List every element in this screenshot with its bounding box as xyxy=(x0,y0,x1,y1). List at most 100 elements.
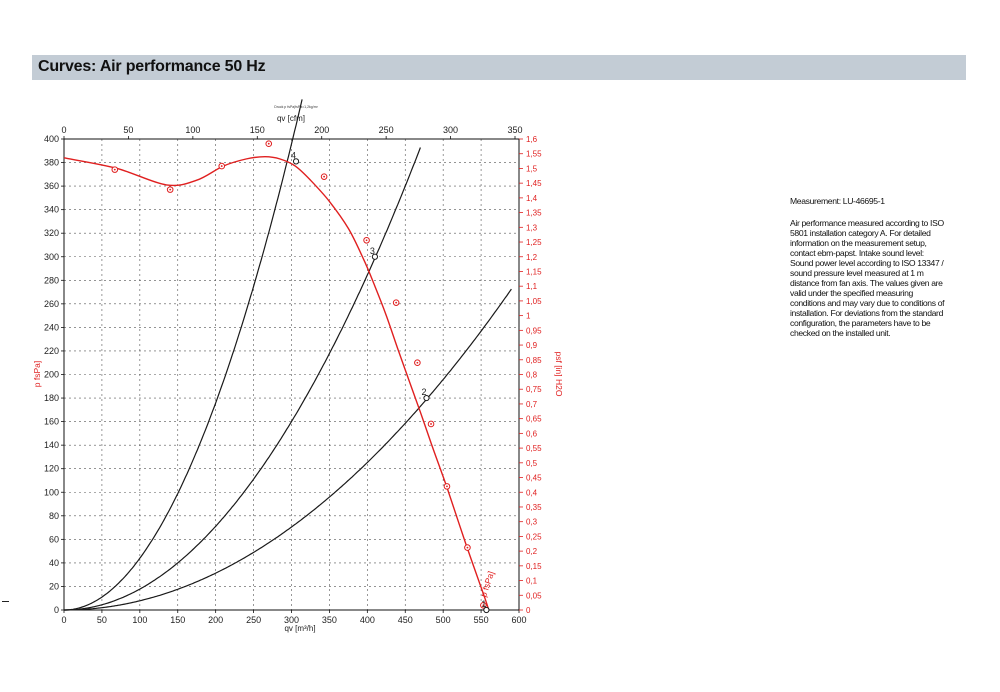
x-top-tick-label: 250 xyxy=(379,125,394,135)
measurement-id: Measurement: LU-46695-1 xyxy=(790,196,885,206)
operating-point-label: 1 xyxy=(481,599,486,609)
y-left-tick-label: 240 xyxy=(44,322,59,332)
x-bottom-tick-label: 150 xyxy=(170,615,185,625)
x-bottom-tick-label: 600 xyxy=(511,615,526,625)
operating-point xyxy=(292,158,300,165)
y-left-tick-label: 120 xyxy=(44,464,59,474)
x-top-tick-label: 300 xyxy=(443,125,458,135)
y-right-tick-label: 1 xyxy=(526,312,531,321)
y-right-tick-label: 0,65 xyxy=(526,415,542,424)
description-line: Sound power level according to ISO 13347… xyxy=(790,258,944,268)
x-top-tick-label: 350 xyxy=(507,125,522,135)
x-bottom-tick-label: 400 xyxy=(360,615,375,625)
y-right-tick-label: 0,15 xyxy=(526,562,542,571)
measurement-description: Air performance measured according to IS… xyxy=(790,218,968,338)
y-right-tick-label: 0,05 xyxy=(526,591,542,600)
description-line: Air performance measured according to IS… xyxy=(790,218,944,228)
measured-point-center xyxy=(466,546,469,549)
y-right-tick-label: 0,45 xyxy=(526,474,542,483)
y-left-tick-label: 140 xyxy=(44,440,59,450)
description-line: checked on the installed unit. xyxy=(790,328,891,338)
x-bottom-tick-label: 50 xyxy=(97,615,107,625)
measured-point-center xyxy=(169,188,172,191)
x-top-tick-label: 200 xyxy=(314,125,329,135)
y-right-tick-label: 0,75 xyxy=(526,385,542,394)
y-right-tick-label: 0,2 xyxy=(526,547,538,556)
measured-point-center xyxy=(446,485,448,488)
y-left-tick-label: 380 xyxy=(44,158,59,168)
y-left-tick-label: 100 xyxy=(44,487,59,497)
x-top-tick-label: 150 xyxy=(250,125,265,135)
margin-dash xyxy=(2,601,9,602)
y-right-tick-label: 1,55 xyxy=(526,150,542,159)
y-left-tick-label: 40 xyxy=(49,558,59,568)
operating-point-label: 2 xyxy=(421,387,426,397)
measured-point-center xyxy=(416,361,419,364)
measured-point-center xyxy=(430,423,432,425)
description-line: information on the measurement setup, xyxy=(790,238,927,248)
y-right-tick-label: 0,25 xyxy=(526,532,542,541)
measured-point-center xyxy=(395,301,398,304)
measured-point-center xyxy=(365,239,368,242)
y-right-tick-label: 0,55 xyxy=(526,444,542,453)
y-right-tick-label: 1,35 xyxy=(526,209,542,218)
y-left-tick-label: 260 xyxy=(44,299,59,309)
measured-point-center xyxy=(220,165,223,167)
y-left-tick-label: 180 xyxy=(44,393,59,403)
header-bar: Curves: Air performance 50 Hz xyxy=(32,55,966,80)
x-bottom-tick-label: 300 xyxy=(284,615,299,625)
x-bottom-tick-label: 350 xyxy=(322,615,337,625)
x-bottom-axis-label: qv [m³/h] xyxy=(284,624,315,633)
operating-point xyxy=(483,606,490,614)
x-top-axis-label: qv [cfm] xyxy=(277,114,305,123)
measured-point-center xyxy=(482,604,485,607)
x-bottom-tick-label: 200 xyxy=(208,615,223,625)
measured-point-center xyxy=(267,142,270,145)
y-right-tick-label: 1,3 xyxy=(526,223,538,232)
y-right-axis-label: psf [in] H2O xyxy=(554,352,564,397)
y-right-tick-label: 1,05 xyxy=(526,297,542,306)
chart-caption: Druck p fsPa|fsPa=1,2kg/m³ xyxy=(274,105,318,109)
pressure-curve-line xyxy=(63,155,490,611)
system-curve-line xyxy=(64,147,421,611)
y-right-tick-label: 1,15 xyxy=(526,267,542,276)
x-top-tick-label: 100 xyxy=(185,125,200,135)
y-right-tick-label: 0,5 xyxy=(526,459,538,468)
y-right-tick-label: 1,1 xyxy=(526,282,538,291)
y-left-tick-label: 80 xyxy=(49,511,59,521)
description-line: distance from fan axis. The values given… xyxy=(790,278,943,288)
y-right-tick-label: 1,45 xyxy=(526,179,542,188)
y-left-tick-label: 280 xyxy=(44,275,59,285)
operating-point xyxy=(371,253,379,260)
system-curve-line xyxy=(64,99,303,611)
description-line: 5801 installation category A. For detail… xyxy=(790,228,931,238)
y-right-tick-label: 1,4 xyxy=(526,194,538,203)
y-right-tick-label: 1,5 xyxy=(526,164,538,173)
y-right-tick-label: 1,25 xyxy=(526,238,542,247)
y-right-tick-label: 0,3 xyxy=(526,518,538,527)
y-right-tick-label: 0,4 xyxy=(526,488,538,497)
y-right-tick-label: 1,2 xyxy=(526,253,538,262)
operating-point-label: 4 xyxy=(291,150,296,160)
x-bottom-tick-label: 100 xyxy=(132,615,147,625)
y-left-tick-label: 340 xyxy=(44,205,59,215)
description-line: sound pressure level measured at 1 m xyxy=(790,268,924,278)
grid-group: 0204060801001201401601802002202402602803… xyxy=(44,99,542,625)
description-line: installation. For deviations from the st… xyxy=(790,308,943,318)
y-right-tick-label: 0,95 xyxy=(526,326,542,335)
y-right-tick-label: 1,6 xyxy=(526,135,538,144)
y-left-tick-label: 60 xyxy=(49,534,59,544)
x-bottom-tick-label: 550 xyxy=(474,615,489,625)
y-left-tick-label: 300 xyxy=(44,252,59,262)
y-left-tick-label: 200 xyxy=(44,370,59,380)
y-left-tick-label: 160 xyxy=(44,417,59,427)
operating-point-label: 3 xyxy=(370,246,375,256)
y-right-tick-label: 0,35 xyxy=(526,503,542,512)
y-left-tick-label: 20 xyxy=(49,581,59,591)
x-bottom-tick-label: 250 xyxy=(246,615,261,625)
description-line: valid under the specified measuring xyxy=(790,288,913,298)
x-top-tick-label: 0 xyxy=(61,125,66,135)
page-title: Curves: Air performance 50 Hz xyxy=(38,58,266,75)
y-right-tick-label: 0,9 xyxy=(526,341,538,350)
